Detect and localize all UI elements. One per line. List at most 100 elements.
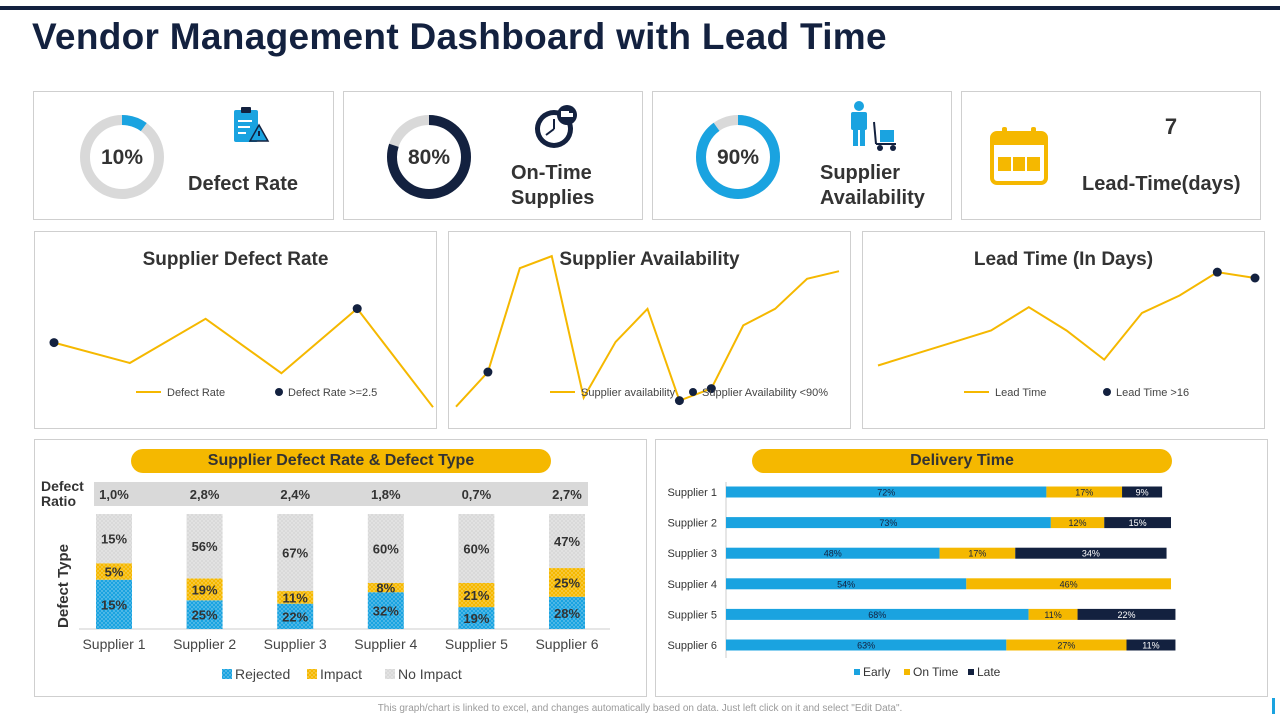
on-time-label-line2: Supplies — [511, 187, 595, 209]
legend-label: Early — [863, 665, 890, 679]
bar-segment — [726, 578, 967, 590]
data-label: 19% — [192, 582, 218, 597]
bar-segment — [1046, 486, 1123, 498]
data-label: 11% — [1142, 641, 1159, 651]
delivery-time-bar-plot: Supplier 1 72% 17% 9% Supplier 2 73% 12% 15% Sup… — [667, 482, 1176, 679]
data-label: 67% — [282, 546, 308, 561]
bar-segment — [726, 517, 1051, 529]
bar-segment — [367, 583, 404, 593]
availability-label: Supplier Availability — [820, 161, 925, 211]
delivery-time-chart[interactable]: Delivery Time Supplier 1 72% 17% 9% Supplier… — [655, 439, 1268, 697]
legend-label: Supplier Availability <90% — [702, 387, 828, 399]
bar-segment — [186, 514, 223, 579]
defect-type-chart[interactable]: Supplier Defect Rate & Defect Type Defec… — [34, 439, 647, 697]
highlight-point — [49, 338, 59, 348]
lead-time-label: Lead-Time(days) — [1082, 173, 1241, 195]
y-tick-label: Supplier 3 — [667, 548, 717, 560]
kpi-card-defect-rate[interactable]: 10% Defect Rate — [33, 91, 334, 220]
data-label: 60% — [373, 542, 399, 557]
defect-ratio-value: 2,4% — [280, 487, 310, 502]
on-time-ring-fill — [387, 115, 471, 199]
legend: Defect Rate Defect Rate >=2.5 — [136, 387, 377, 399]
legend-label: Lead Time >16 — [1116, 387, 1189, 399]
data-label: 8% — [376, 581, 395, 596]
x-tick-label: Supplier 4 — [354, 636, 417, 652]
legend-swatch — [904, 669, 910, 675]
legend: Lead Time Lead Time >16 — [964, 387, 1189, 399]
y-tick-label: Supplier 1 — [667, 487, 717, 499]
defect-ratio-value: 1,0% — [99, 487, 129, 502]
kpi-card-on-time-supplies[interactable]: 80% On-Time Supplies — [343, 91, 643, 220]
defect-rate-ring-fill — [80, 115, 164, 199]
supplier-defect-rate-chart[interactable]: Supplier Defect Rate Defect Rate Defect R… — [34, 231, 437, 429]
data-label: 68% — [868, 610, 886, 620]
bar-segment — [277, 514, 314, 592]
legend-dot-swatch — [689, 388, 697, 396]
defect-rate-ring: 10% — [80, 115, 164, 199]
y-tick-label: Supplier 6 — [667, 640, 717, 652]
data-label: 25% — [554, 575, 580, 590]
legend-label: Late — [977, 665, 1001, 679]
defect-ratio-value: 2,7% — [552, 487, 582, 502]
series-line — [877, 271, 1256, 367]
y-axis-label: Defect Type — [55, 544, 72, 628]
highlight-point — [483, 367, 493, 377]
legend-label: Rejected — [235, 666, 290, 682]
data-label: 48% — [824, 549, 842, 559]
defect-rate-line-plot: Defect Rate Defect Rate >=2.5 — [49, 304, 434, 408]
data-label: 17% — [1075, 488, 1093, 498]
data-label: 11% — [283, 590, 309, 605]
bar-segment — [726, 639, 1007, 651]
highlight-point — [1212, 267, 1222, 277]
bar-segment — [549, 514, 585, 569]
bar-segment — [1028, 608, 1078, 620]
availability-ring: 90% — [696, 115, 780, 199]
bar-segment — [458, 607, 495, 629]
legend-label: Supplier availability — [581, 387, 676, 399]
data-label: 34% — [1082, 549, 1100, 559]
legend-swatch — [385, 669, 395, 679]
on-time-ring: 80% — [387, 115, 471, 199]
kpi-card-supplier-availability[interactable]: 90% Supplier Availability — [652, 91, 952, 220]
bar-segment — [1006, 639, 1127, 651]
bar-segment — [277, 591, 314, 604]
supplier-availability-chart[interactable]: Supplier Availability Supplier availabil… — [448, 231, 851, 429]
data-label: 12% — [1069, 518, 1087, 528]
availability-ring-fill — [696, 115, 780, 199]
legend-swatch — [854, 669, 860, 675]
on-time-label-line1: On-Time — [511, 162, 592, 184]
legend-label: On Time — [913, 665, 959, 679]
legend-label: Impact — [320, 666, 362, 682]
defect-ratio-label: Ratio — [41, 493, 76, 509]
defect-type-title: Supplier Defect Rate & Defect Type — [131, 449, 551, 473]
bar-segment — [1104, 517, 1171, 529]
bar-segment — [549, 568, 585, 597]
data-label: 47% — [554, 534, 580, 549]
lead-time-chart[interactable]: Lead Time (In Days) Lead Time Lead Time >… — [862, 231, 1265, 429]
data-label: 17% — [968, 549, 986, 559]
bar-segment — [939, 547, 1016, 559]
data-label: 15% — [1129, 518, 1147, 528]
x-tick-label: Supplier 2 — [173, 636, 236, 652]
delivery-time-title: Delivery Time — [752, 449, 1172, 473]
legend-label: Lead Time — [995, 387, 1046, 399]
data-label: 9% — [1136, 488, 1149, 498]
data-label: 28% — [554, 606, 580, 621]
bar-segment — [277, 603, 314, 629]
data-label: 22% — [1117, 610, 1135, 620]
bar-segment — [96, 514, 132, 564]
x-tick-label: Supplier 6 — [535, 636, 598, 652]
x-tick-label: Supplier 5 — [445, 636, 508, 652]
bar-segment — [96, 563, 132, 580]
data-label: 56% — [192, 539, 218, 554]
data-label: 54% — [837, 579, 855, 589]
page-title: Vendor Management Dashboard with Lead Ti… — [32, 16, 887, 57]
bar-segment — [458, 514, 495, 583]
bar-segment — [1126, 639, 1176, 651]
bar-segment — [726, 608, 1029, 620]
data-label: 25% — [192, 608, 218, 623]
kpi-card-lead-time[interactable]: 7 Lead-Time(days) — [961, 91, 1261, 220]
bar-segment — [549, 596, 585, 629]
defect-ratio-value: 1,8% — [371, 487, 401, 502]
chart-title: Supplier Defect Rate — [142, 249, 329, 270]
